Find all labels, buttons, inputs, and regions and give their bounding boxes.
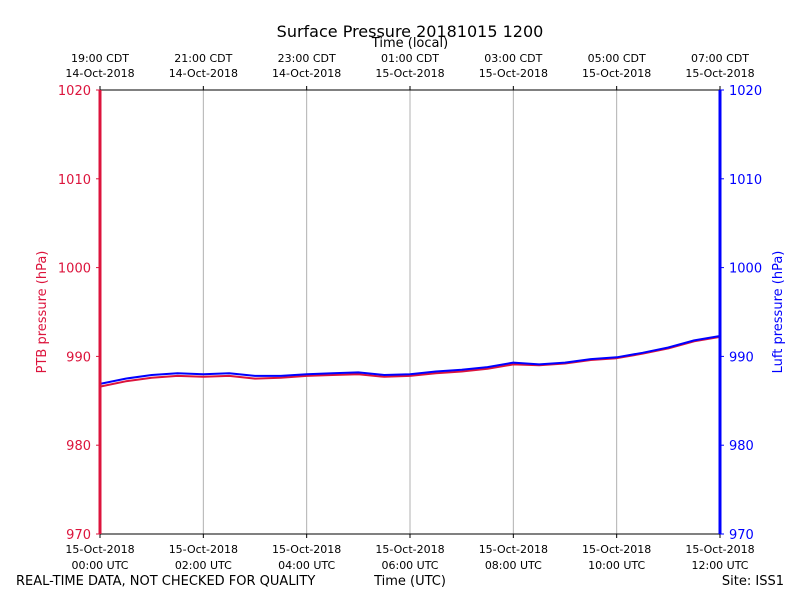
bottom-tick-time-1: 02:00 UTC <box>175 559 232 572</box>
top-tick-date-0: 14-Oct-2018 <box>65 67 134 80</box>
series-layer <box>99 335 721 388</box>
bottom-tick-date-5: 15-Oct-2018 <box>582 543 651 556</box>
bottom-tick-date-3: 15-Oct-2018 <box>375 543 444 556</box>
right-axis-label: Luft pressure (hPa) <box>771 251 786 374</box>
top-tick-date-5: 15-Oct-2018 <box>582 67 651 80</box>
left-tick-label-2: 990 <box>66 350 91 365</box>
bottom-tick-time-2: 04:00 UTC <box>278 559 335 572</box>
grid-lines <box>202 90 618 534</box>
right-tick-label-3: 1000 <box>729 262 762 277</box>
top-tick-time-4: 03:00 CDT <box>484 52 542 65</box>
top-tick-time-1: 21:00 CDT <box>174 52 232 65</box>
chart-title: Surface Pressure 20181015 1200 <box>277 22 544 41</box>
series-line-luft-pressure <box>99 335 721 385</box>
bottom-tick-date-1: 15-Oct-2018 <box>169 543 238 556</box>
right-tick-label-0: 970 <box>729 528 754 543</box>
top-tick-time-5: 05:00 CDT <box>588 52 646 65</box>
right-tick-label-4: 1010 <box>729 173 762 188</box>
bottom-tick-time-4: 08:00 UTC <box>485 559 542 572</box>
bottom-tick-time-5: 10:00 UTC <box>588 559 645 572</box>
top-axis-label: Time (local) <box>371 36 448 51</box>
bottom-tick-time-6: 12:00 UTC <box>691 559 748 572</box>
right-tick-label-2: 990 <box>729 350 754 365</box>
top-tick-time-2: 23:00 CDT <box>278 52 336 65</box>
top-tick-date-6: 15-Oct-2018 <box>685 67 754 80</box>
right-tick-label-1: 980 <box>729 439 754 454</box>
right-tick-label-5: 1020 <box>729 84 762 99</box>
bottom-tick-date-0: 15-Oct-2018 <box>65 543 134 556</box>
bottom-tick-date-2: 15-Oct-2018 <box>272 543 341 556</box>
bottom-axis-label: Time (UTC) <box>374 574 446 589</box>
site-label: Site: ISS1 <box>721 574 784 589</box>
left-tick-label-4: 1010 <box>58 173 91 188</box>
bottom-tick-time-0: 00:00 UTC <box>71 559 128 572</box>
top-tick-time-6: 07:00 CDT <box>691 52 749 65</box>
quality-disclaimer: REAL-TIME DATA, NOT CHECKED FOR QUALITY <box>16 574 316 589</box>
top-tick-time-0: 19:00 CDT <box>71 52 129 65</box>
left-tick-label-3: 1000 <box>58 262 91 277</box>
top-tick-date-2: 14-Oct-2018 <box>272 67 341 80</box>
bottom-tick-time-3: 06:00 UTC <box>381 559 438 572</box>
bottom-tick-date-4: 15-Oct-2018 <box>479 543 548 556</box>
top-tick-date-1: 14-Oct-2018 <box>169 67 238 80</box>
left-tick-label-0: 970 <box>66 528 91 543</box>
left-tick-label-5: 1020 <box>58 84 91 99</box>
top-tick-date-3: 15-Oct-2018 <box>375 67 444 80</box>
left-tick-label-1: 980 <box>66 439 91 454</box>
top-tick-date-4: 15-Oct-2018 <box>479 67 548 80</box>
axis-ticks: 15-Oct-2018 00:00 UTC 15-Oct-2018 02:00 UTC… <box>58 52 762 572</box>
top-tick-time-3: 01:00 CDT <box>381 52 439 65</box>
bottom-tick-date-6: 15-Oct-2018 <box>685 543 754 556</box>
left-axis-label: PTB pressure (hPa) <box>35 251 50 374</box>
